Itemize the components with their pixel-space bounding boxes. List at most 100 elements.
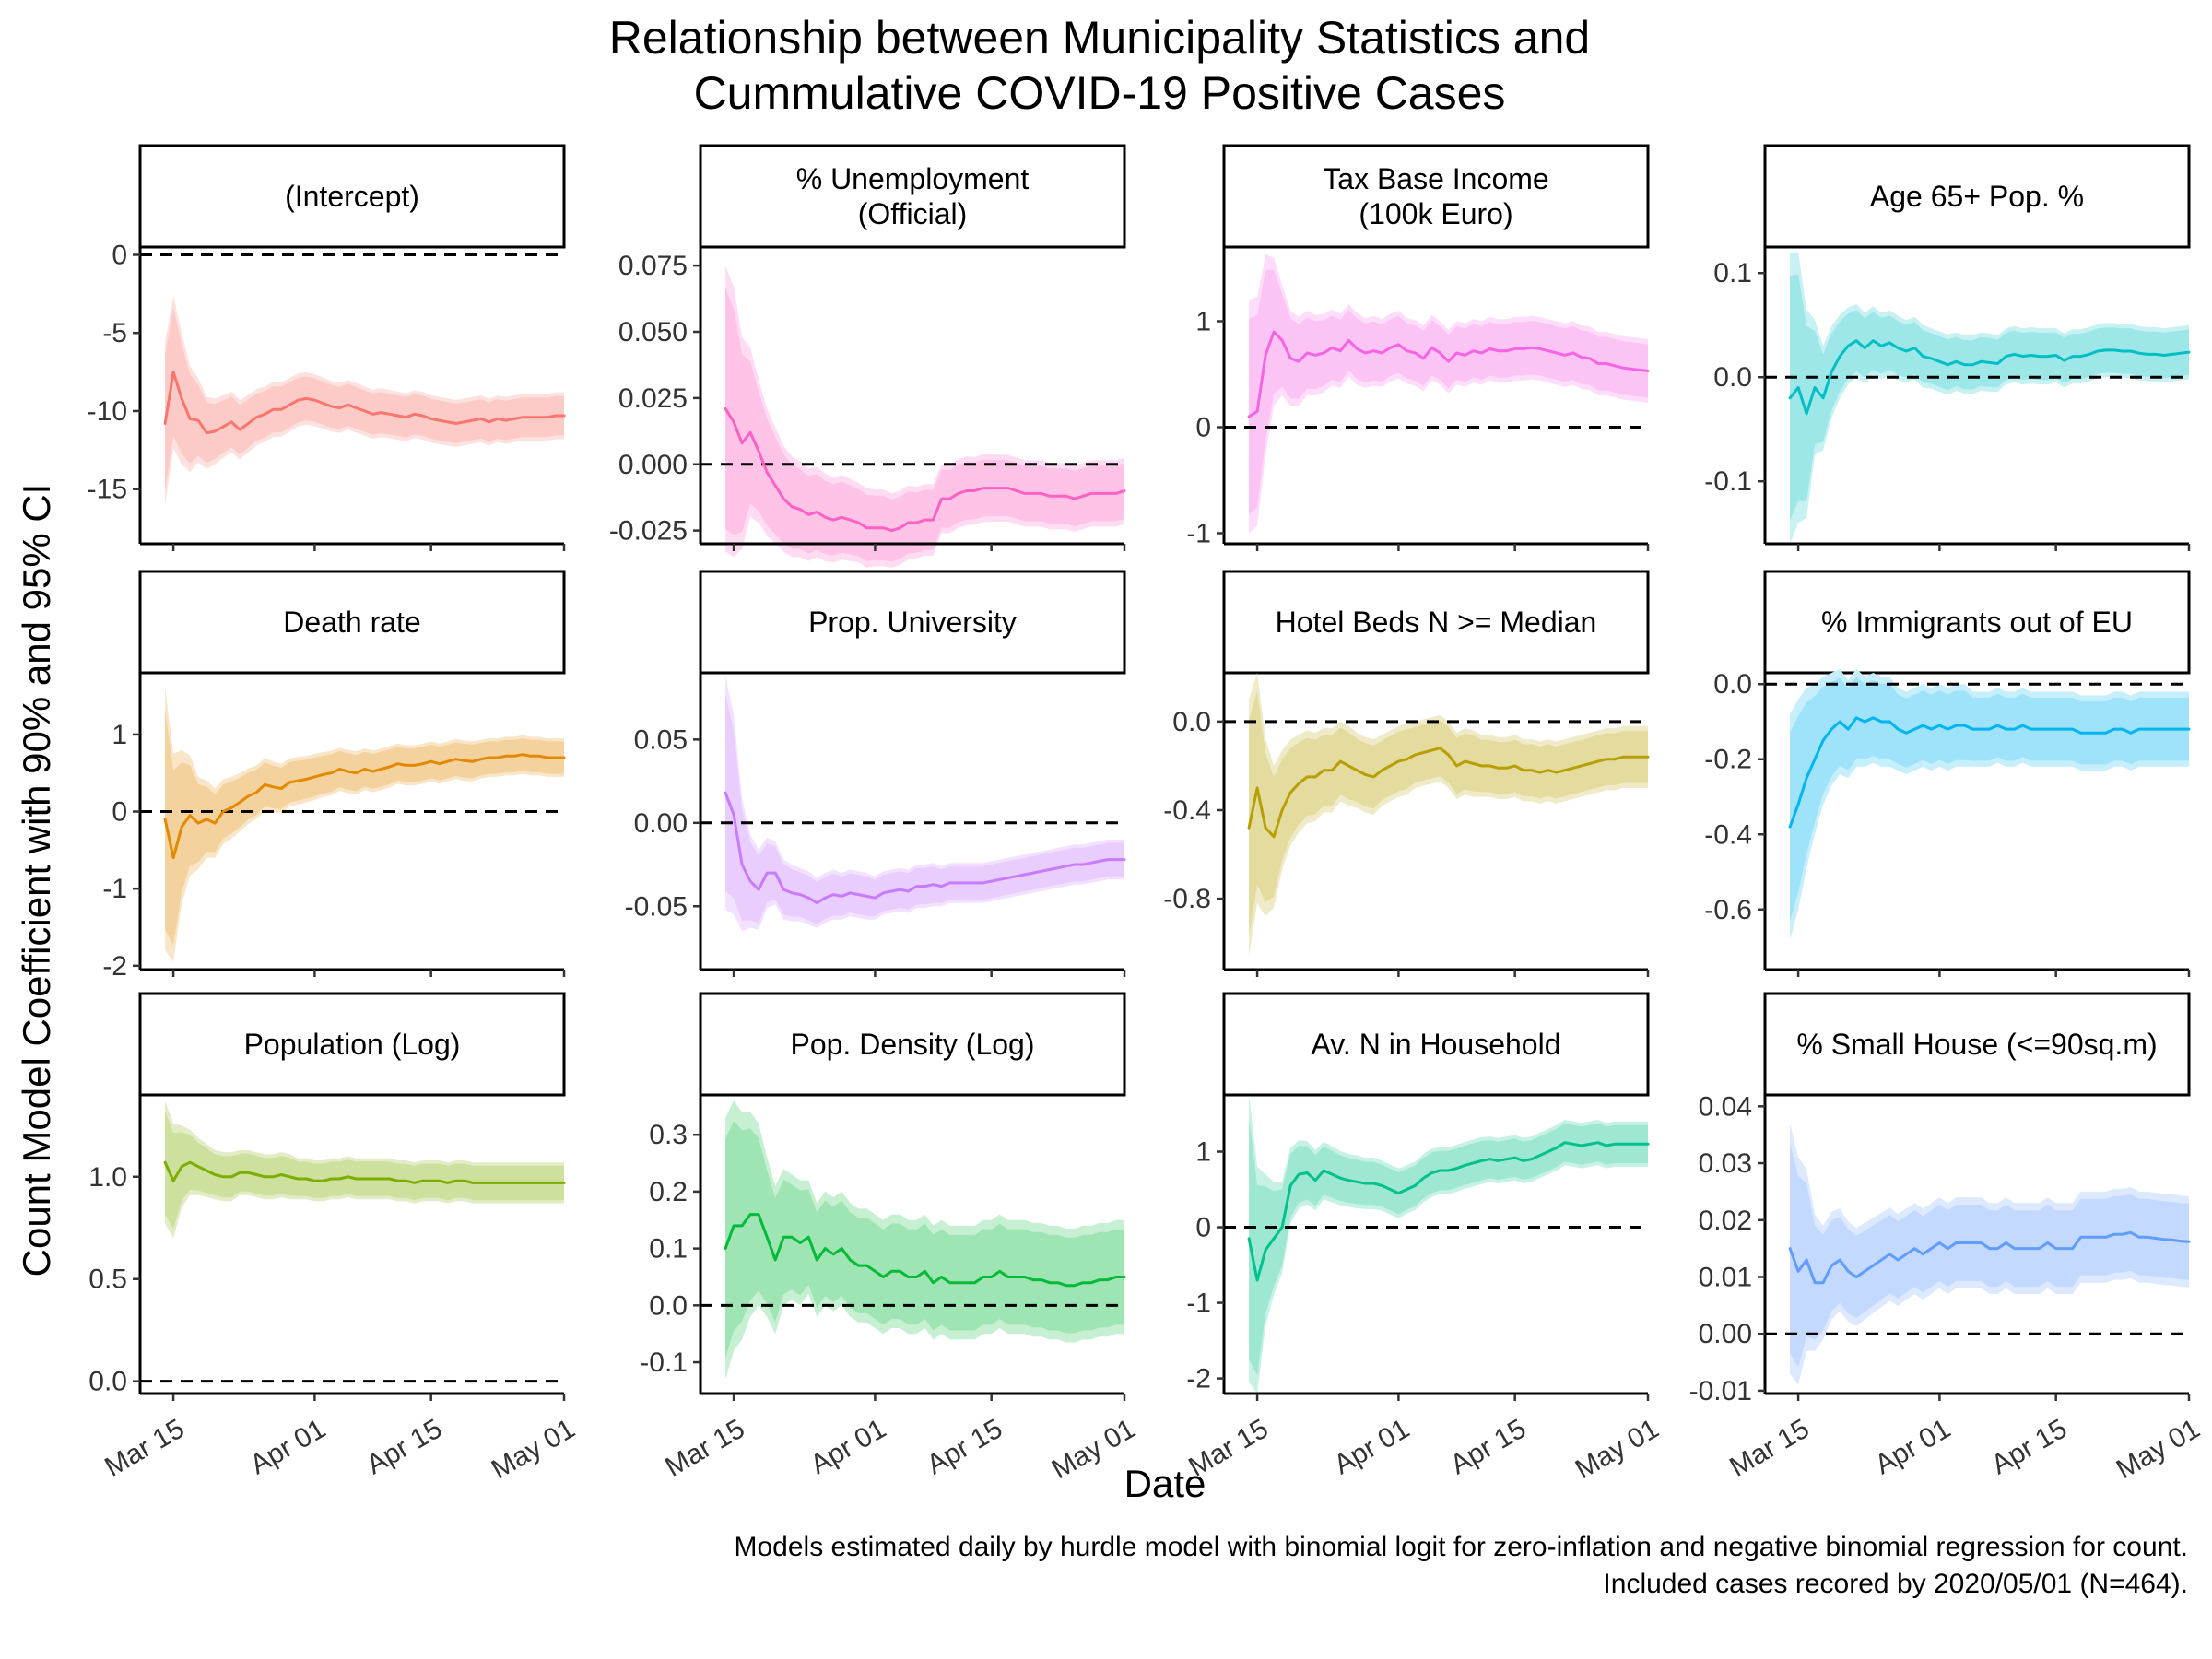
facet-strip-label: Death rate	[283, 606, 420, 639]
y-tick-label: -1	[1186, 1288, 1211, 1319]
facet-strip-label: % Unemployment	[796, 162, 1030, 195]
facet-strip-label: % Small House (<=90sq.m)	[1796, 1028, 2157, 1061]
facet-panel: Hotel Beds N >= Median 0.0 -0.4 -0.8	[1163, 570, 1650, 977]
y-tick-label: 0.03	[1699, 1148, 1752, 1179]
y-tick-label: -5	[102, 318, 127, 348]
facet-strip-label: Age 65+ Pop. %	[1870, 180, 2084, 213]
y-tick-label: -0.025	[609, 516, 688, 547]
facet-strip-label: (Intercept)	[285, 180, 419, 213]
y-tick-label: 0.00	[1699, 1319, 1752, 1349]
ci90-band	[725, 1121, 1124, 1359]
y-tick-label: 0.000	[618, 450, 688, 480]
caption-line-2: Included cases recored by 2020/05/01 (N=…	[1603, 1569, 2188, 1599]
facet-strip	[1222, 570, 1650, 675]
y-tick-label: -2	[102, 951, 127, 982]
y-tick-label: 0.0	[1713, 362, 1752, 393]
y-tick-label: 0.01	[1699, 1262, 1752, 1292]
y-tick-label: 0.04	[1699, 1091, 1752, 1122]
y-tick-label: -15	[88, 475, 127, 505]
y-tick-label: 0.00	[634, 808, 688, 839]
y-tick-label: -2	[1186, 1364, 1211, 1394]
y-tick-label: 0.02	[1699, 1206, 1752, 1236]
y-tick-label: 0.2	[649, 1177, 688, 1207]
coefficient-series-line	[1788, 1230, 2191, 1285]
y-tick-label: -0.4	[1163, 795, 1211, 826]
facet-strip-label: Pop. Density (Log)	[790, 1028, 1034, 1061]
y-tick-label: 1	[112, 720, 127, 750]
ci90-band	[1790, 1143, 2189, 1367]
y-tick-label: 0.1	[1713, 258, 1752, 288]
y-axis-label: Count Model Coefficient with 90% and 95%…	[15, 484, 58, 1277]
facet-strip-label: % Immigrants out of EU	[1821, 606, 2133, 639]
facet-strip-label: Population (Log)	[244, 1028, 461, 1061]
facet-strip	[1222, 144, 1650, 249]
ci90-band	[1249, 1118, 1648, 1376]
coefficient-series-line	[724, 1213, 1126, 1288]
caption-line-1: Models estimated daily by hurdle model w…	[735, 1532, 2189, 1562]
facet-strip	[138, 570, 566, 675]
y-tick-label: -0.1	[640, 1347, 688, 1378]
ci90-band	[725, 695, 1124, 924]
coefficient-series-line	[724, 791, 1126, 905]
y-tick-label: -1	[102, 874, 127, 904]
y-tick-label: 0.0	[1713, 669, 1752, 700]
facet-strip	[1763, 570, 2191, 675]
facet-strip	[699, 570, 1126, 675]
coefficient-series-line	[1247, 330, 1650, 418]
y-tick-label: -0.1	[1704, 466, 1752, 497]
y-tick-label: -0.2	[1704, 745, 1752, 775]
coefficient-series-line	[1788, 339, 2191, 416]
ci90-band	[165, 1111, 564, 1230]
y-tick-label: 0.0	[88, 1367, 127, 1397]
y-tick-label: 0.050	[618, 317, 688, 347]
facet-panel: Death rate 1 0 -1 -2	[102, 570, 566, 982]
coefficient-series-line	[1247, 747, 1650, 839]
y-tick-label: -0.6	[1704, 895, 1752, 925]
y-tick-label: 0.0	[649, 1290, 688, 1321]
y-tick-label: 0.075	[618, 251, 688, 281]
facet-panel: Prop. University 0.05 0.00 -0.05	[625, 570, 1126, 977]
coefficient-series-line	[724, 406, 1126, 533]
facet-strip-label: (Official)	[858, 197, 968, 230]
facet-panel: (Intercept) 0 -5 -10 -15	[88, 144, 566, 551]
y-tick-label: -1	[1186, 519, 1211, 549]
ci90-band	[1790, 274, 2189, 521]
coefficient-series-line	[163, 371, 566, 435]
y-tick-label: 1.0	[88, 1162, 127, 1193]
facet-strip-label: (100k Euro)	[1359, 197, 1512, 230]
facet-strip	[1222, 992, 1650, 1097]
facet-strip-label: Tax Base Income	[1323, 162, 1548, 195]
coefficient-series-line	[163, 753, 566, 860]
facet-strip-label: Prop. University	[808, 606, 1017, 639]
facet-strip	[1763, 992, 2191, 1097]
chart-title-line-1: Relationship between Municipality Statis…	[609, 12, 1590, 64]
facet-strip	[699, 144, 1126, 249]
facet-panel: Age 65+ Pop. % 0.1 0.0 -0.1	[1704, 144, 2191, 551]
facet-strip	[138, 992, 566, 1097]
y-tick-label: 0.3	[649, 1120, 688, 1150]
y-tick-label: -0.8	[1163, 884, 1211, 914]
x-axis-label: Date	[1124, 1462, 1206, 1505]
y-tick-label: -0.01	[1689, 1376, 1752, 1406]
y-tick-label: 0.025	[618, 383, 688, 414]
facet-strip	[1763, 144, 2191, 249]
facet-strip	[699, 992, 1126, 1097]
facet-panel: % Unemployment(Official) 0.075 0.050 0.025 0…	[609, 144, 1126, 568]
ci90-band	[165, 709, 564, 946]
y-tick-label: -0.4	[1704, 819, 1752, 850]
facet-strip-label: Hotel Beds N >= Median	[1276, 606, 1597, 639]
ci90-band	[1249, 269, 1648, 515]
coefficient-series-line	[1247, 1141, 1650, 1282]
facet-strip-label: Av. N in Household	[1312, 1028, 1561, 1061]
ci90-band	[1249, 691, 1648, 936]
y-tick-label: 0	[112, 797, 127, 828]
y-tick-label: -0.05	[625, 891, 688, 922]
coefficient-series-line	[1788, 716, 2191, 829]
ci90-band	[165, 307, 564, 492]
ci90-band	[1790, 677, 2189, 922]
y-tick-label: 0	[1195, 413, 1211, 443]
facet-panel: Tax Base Income(100k Euro) 1 0 -1	[1186, 144, 1650, 551]
